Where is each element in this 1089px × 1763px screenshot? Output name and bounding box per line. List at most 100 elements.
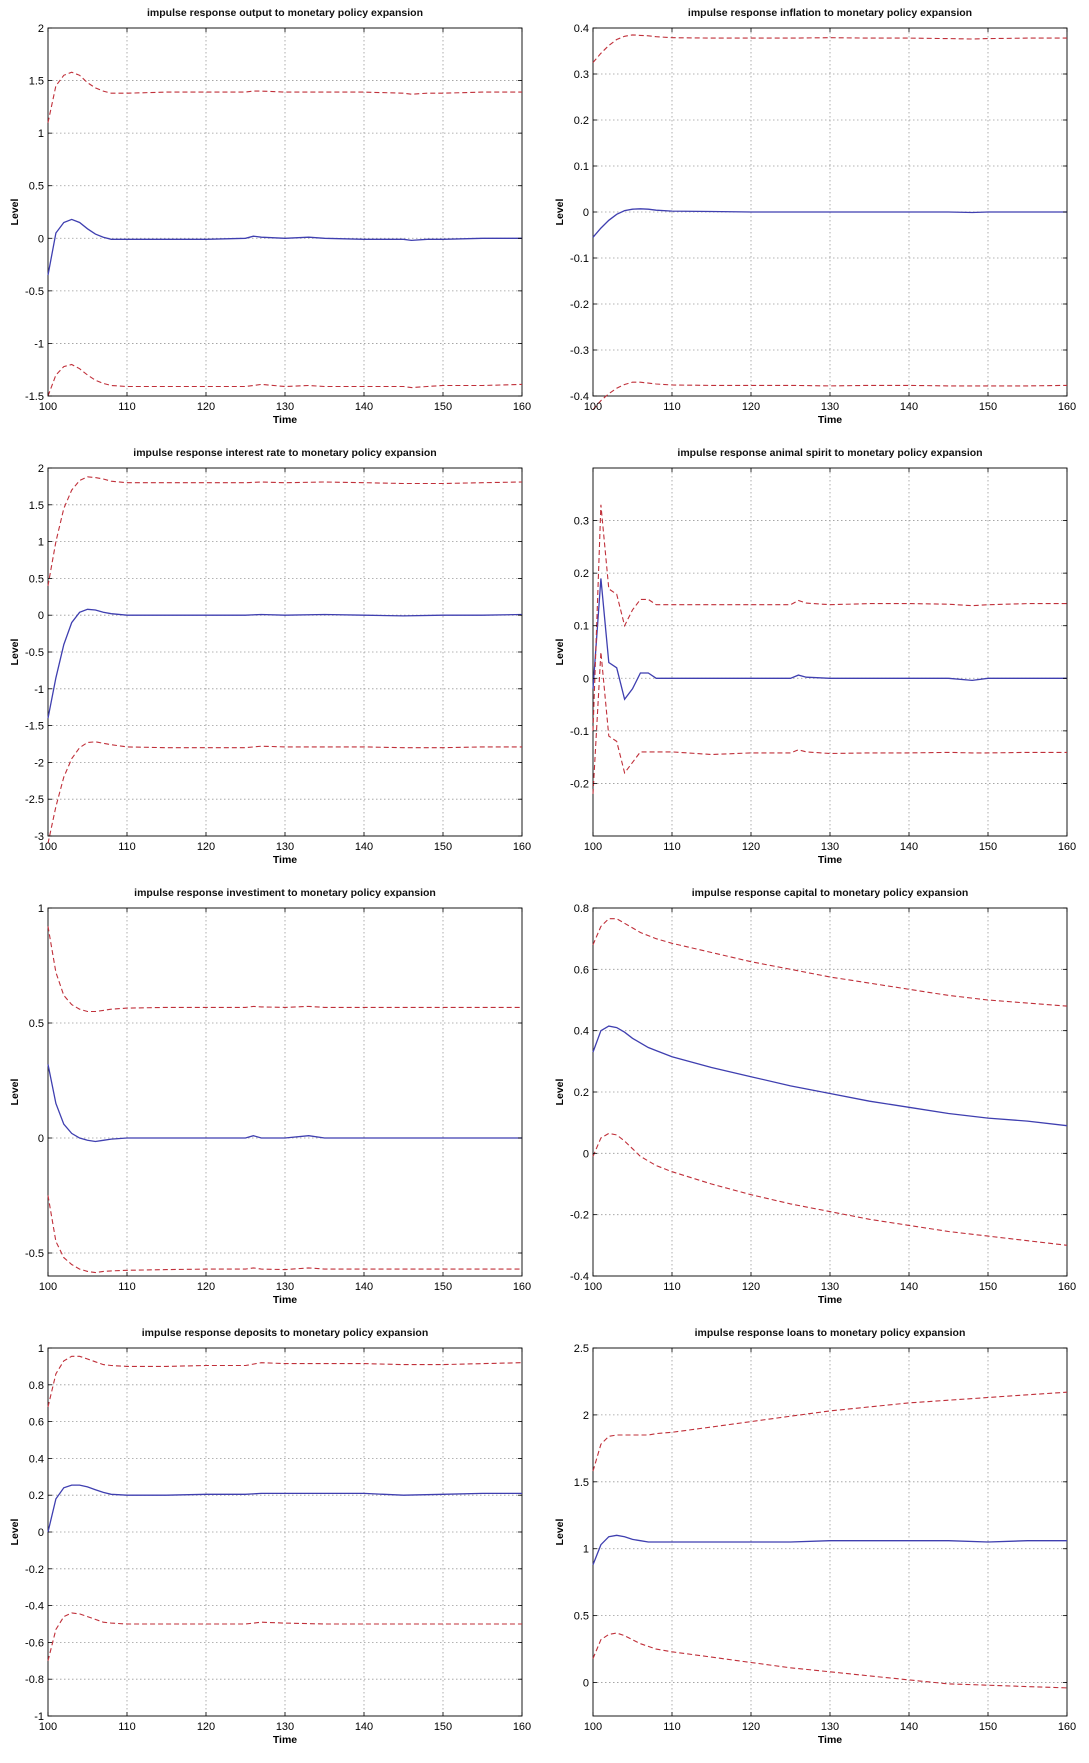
x-tick-label: 150 — [434, 1281, 452, 1293]
x-tick-label: 120 — [197, 1281, 215, 1293]
x-tick-label: 140 — [355, 401, 373, 413]
x-tick-label: 160 — [1058, 1281, 1076, 1293]
x-tick-label: 110 — [118, 841, 136, 853]
chart-inflation: 100 110 120 130 140 150 160 -0.4 -0.3 -0.2 -0.1 0 0.… — [554, 7, 1076, 426]
chart-deposits: 100 110 120 130 140 150 160 -1 -0.8 -0.6 -0.4 -0.2 0… — [9, 1327, 531, 1746]
y-tick-label: -0.2 — [25, 1564, 44, 1576]
chart-title: impulse response inflation to monetary p… — [688, 7, 972, 19]
confidence-band-lower — [47, 741, 522, 844]
y-tick-label: 0.2 — [574, 568, 589, 580]
x-tick-label: 110 — [118, 1721, 136, 1733]
x-tick-label: 100 — [39, 1281, 57, 1293]
x-tick-label: 100 — [39, 401, 57, 413]
chart-panel-deposits: 100 110 120 130 140 150 160 -1 -0.8 -0.6 -0.4 -0.2 0… — [0, 1320, 544, 1760]
chart-animal-spirit: 100 110 120 130 140 150 160 -0.2 -0.1 0 0.1 0.2 0.3 i… — [554, 447, 1076, 866]
chart-panel-investiment: 100 110 120 130 140 150 160 -0.5 0 0.5 1 impulse re… — [0, 880, 544, 1320]
x-tick-label: 160 — [513, 841, 531, 853]
y-axis-label: Level — [9, 638, 21, 665]
confidence-band-lower — [592, 651, 1067, 794]
x-axis-label: Time — [818, 1734, 842, 1746]
x-tick-label: 150 — [979, 841, 997, 853]
confidence-band-upper — [592, 918, 1068, 1007]
x-tick-label: 150 — [979, 401, 997, 413]
impulse-response-line — [592, 208, 1067, 238]
x-tick-label: 110 — [663, 1721, 681, 1733]
y-tick-label: 0.4 — [29, 1453, 44, 1465]
impulse-response-line — [47, 218, 522, 276]
x-tick-label: 100 — [584, 1281, 602, 1293]
y-tick-label: 0 — [38, 233, 44, 245]
x-axis-label: Time — [273, 1734, 297, 1746]
y-tick-label: 0.5 — [29, 573, 44, 585]
x-tick-label: 160 — [1058, 401, 1076, 413]
y-tick-label: -0.2 — [570, 778, 589, 790]
chart-title: impulse response capital to monetary pol… — [692, 887, 969, 899]
x-axis-label: Time — [818, 854, 842, 866]
x-tick-label: 130 — [821, 841, 839, 853]
confidence-band-lower — [592, 1632, 1068, 1689]
confidence-band-upper — [592, 34, 1067, 63]
y-tick-label: 1 — [583, 1544, 589, 1556]
chart-title: impulse response output to monetary poli… — [147, 7, 423, 19]
confidence-band-upper — [47, 71, 522, 123]
y-tick-label: -2 — [34, 757, 44, 769]
confidence-band-lower — [47, 363, 523, 397]
chart-panel-output: 100 110 120 130 140 150 160 -1.5 -1 -0.5 0 0.5 1 1.5 2… — [0, 0, 544, 440]
impulse-response-line — [592, 1534, 1067, 1566]
y-tick-label: -0.5 — [25, 1248, 44, 1260]
y-tick-label: 0.3 — [574, 69, 589, 81]
y-tick-label: 1.5 — [574, 1477, 589, 1489]
y-tick-label: 0.5 — [574, 1611, 589, 1623]
chart-interest-rate: 100 110 120 130 140 150 160-3-2.5-2-1.5-1-0.50… — [9, 447, 531, 866]
y-tick-label: -0.1 — [570, 726, 589, 738]
confidence-band-lower — [47, 1612, 522, 1661]
x-tick-label: 100 — [39, 841, 57, 853]
x-tick-label: 120 — [742, 1721, 760, 1733]
y-tick-label: -0.3 — [570, 345, 589, 357]
x-tick-label: 120 — [742, 1281, 760, 1293]
confidence-band-lower — [592, 381, 1068, 411]
x-tick-label: 110 — [663, 1281, 681, 1293]
x-tick-label: 150 — [434, 401, 452, 413]
y-tick-label: 0 — [583, 1148, 589, 1160]
x-tick-label: 160 — [513, 1281, 531, 1293]
y-tick-label: 0.1 — [574, 621, 589, 633]
y-tick-label: 1.5 — [29, 76, 44, 88]
x-tick-label: 130 — [821, 1281, 839, 1293]
y-tick-label: 0.4 — [574, 23, 589, 35]
y-tick-label: 2.5 — [574, 1343, 589, 1355]
y-tick-label: 1 — [38, 537, 44, 549]
y-tick-label: -0.4 — [570, 391, 589, 403]
x-axis-label: Time — [273, 1294, 297, 1306]
x-tick-label: 130 — [821, 1721, 839, 1733]
y-tick-label: 2 — [38, 23, 44, 35]
x-tick-label: 130 — [276, 1721, 294, 1733]
x-tick-label: 140 — [900, 1721, 918, 1733]
chart-panel-inflation: 100 110 120 130 140 150 160 -0.4 -0.3 -0.2 -0.1 0 0.… — [545, 0, 1089, 440]
y-axis-label: Level — [9, 198, 21, 225]
x-tick-label: 120 — [197, 841, 215, 853]
x-tick-label: 100 — [39, 1721, 57, 1733]
y-axis-label: Level — [554, 198, 566, 225]
y-tick-label: 0.8 — [29, 1380, 44, 1392]
x-tick-label: 140 — [900, 1281, 918, 1293]
y-axis-label: Level — [554, 1518, 566, 1545]
x-tick-label: 160 — [1058, 1721, 1076, 1733]
x-tick-label: 140 — [355, 1281, 373, 1293]
confidence-band-lower — [47, 1195, 522, 1274]
y-axis-label: Level — [9, 1078, 21, 1105]
impulse-response-line — [47, 1064, 522, 1143]
impulse-response-line — [592, 578, 1067, 701]
y-tick-label: 0.3 — [574, 516, 589, 528]
chart-title: impulse response interest rate to moneta… — [133, 447, 436, 459]
chart-panel-loans: 100 110 120 130 140 150 160 0 0.5 1 1.5 2 2.5 impulse… — [545, 1320, 1089, 1760]
y-tick-label: 0.4 — [574, 1026, 589, 1038]
x-tick-label: 140 — [900, 841, 918, 853]
y-tick-label: 0 — [38, 1133, 44, 1145]
y-tick-label: 0.6 — [574, 964, 589, 976]
y-axis-label: Level — [9, 1518, 21, 1545]
y-tick-label: 0.2 — [574, 115, 589, 127]
x-tick-label: 160 — [513, 401, 531, 413]
x-axis-label: Time — [273, 854, 297, 866]
